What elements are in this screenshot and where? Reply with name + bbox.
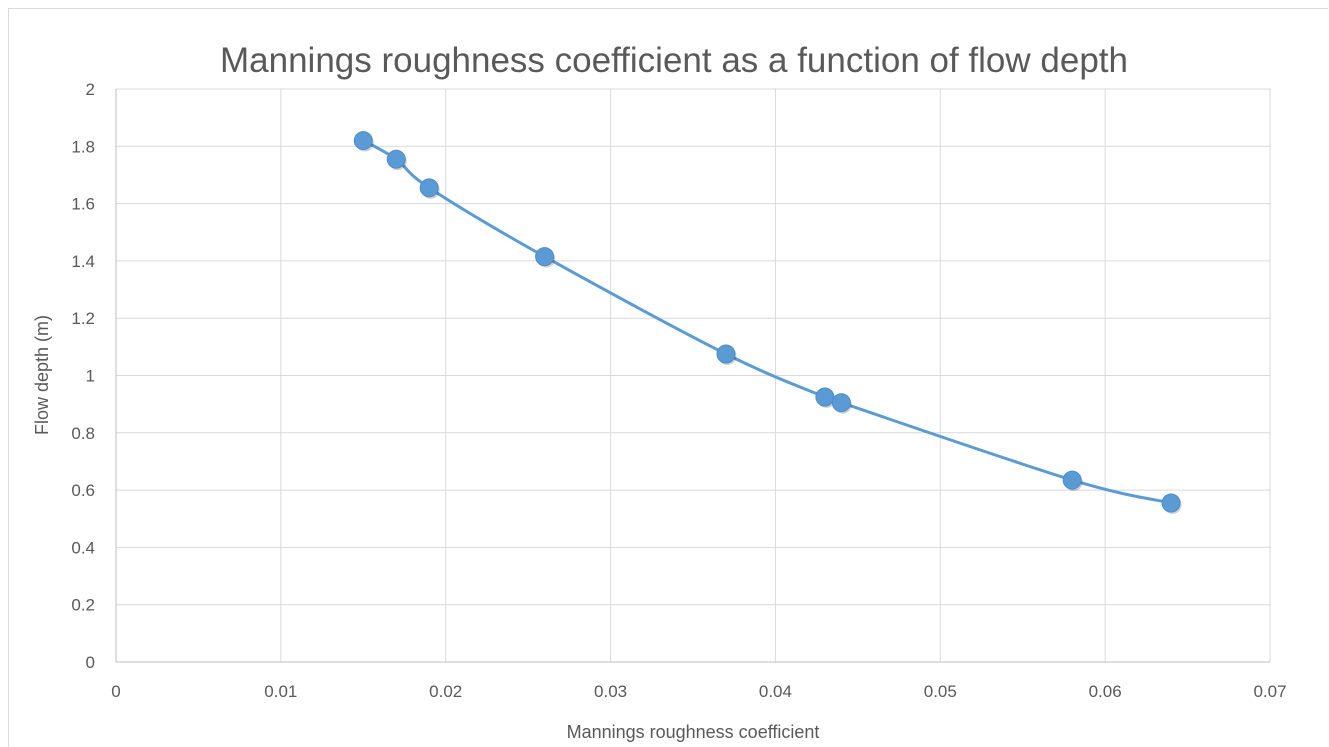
y-tick-label: 1 xyxy=(86,367,95,386)
y-tick-label: 1.2 xyxy=(71,309,95,328)
data-point xyxy=(815,387,835,407)
y-tick-label: 0.4 xyxy=(71,538,95,557)
series-line xyxy=(362,139,1172,505)
data-point xyxy=(716,344,736,364)
axes xyxy=(115,89,1270,663)
y-tick-label: 1.6 xyxy=(71,195,95,214)
x-tick-label: 0.02 xyxy=(429,682,462,701)
x-tick-label: 0.07 xyxy=(1253,682,1286,701)
y-tick-label: 1.4 xyxy=(71,252,95,271)
data-point xyxy=(353,131,373,151)
x-tick-label: 0.03 xyxy=(594,682,627,701)
x-axis-ticks: 0 0.01 0.02 0.03 0.04 0.05 0.06 0.07 xyxy=(111,682,1286,701)
y-tick-label: 2 xyxy=(86,80,95,99)
y-tick-label: 0.6 xyxy=(71,481,95,500)
data-point xyxy=(831,393,851,413)
y-axis-label: Flow depth (m) xyxy=(32,315,52,435)
y-tick-label: 0.8 xyxy=(71,424,95,443)
x-tick-label: 0.04 xyxy=(759,682,792,701)
x-tick-label: 0.05 xyxy=(924,682,957,701)
data-point xyxy=(386,149,406,169)
x-tick-label: 0.01 xyxy=(264,682,297,701)
x-axis-label: Mannings roughness coefficient xyxy=(567,722,820,742)
y-tick-label: 0.2 xyxy=(71,596,95,615)
x-tick-label: 0 xyxy=(111,682,120,701)
data-point xyxy=(1062,470,1082,490)
data-point xyxy=(1161,493,1181,513)
y-tick-label: 0 xyxy=(86,653,95,672)
x-tick-label: 0.06 xyxy=(1089,682,1122,701)
y-tick-label: 1.8 xyxy=(71,137,95,156)
chart-area xyxy=(8,8,1328,747)
data-point xyxy=(535,247,555,267)
y-axis-ticks: 0 0.2 0.4 0.6 0.8 1 1.2 1.4 1.6 1.8 2 xyxy=(71,80,95,672)
gridlines xyxy=(116,88,1271,662)
series-layer xyxy=(353,131,1182,514)
data-point xyxy=(419,178,439,198)
chart-title: Mannings roughness coefficient as a func… xyxy=(220,41,1128,80)
